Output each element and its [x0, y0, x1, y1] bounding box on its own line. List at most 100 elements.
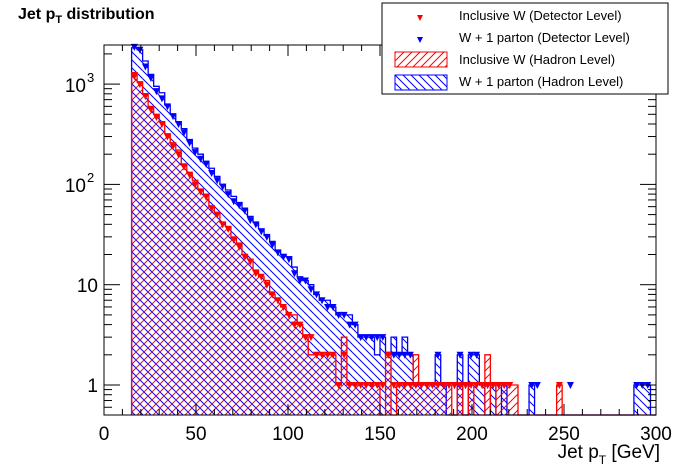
detector-marker-w1parton-13 — [202, 160, 210, 168]
detector-marker-inclusive-9 — [180, 163, 188, 171]
hist-bin-inclusive-8 — [175, 150, 182, 416]
detector-marker-w1parton-21 — [246, 217, 254, 225]
detector-marker-w1parton-55 — [434, 351, 442, 359]
hist-bin-inclusive-59 — [457, 385, 463, 415]
detector-marker-w1parton-8 — [175, 121, 183, 129]
x-tick-label-200: 200 — [456, 424, 488, 445]
hist-bin-inclusive-4 — [153, 114, 160, 416]
detector-marker-w1parton-4 — [152, 88, 160, 96]
detector-marker-inclusive-60 — [462, 382, 470, 389]
detector-marker-w1parton-24 — [263, 233, 271, 241]
x-tick-label-0: 0 — [99, 424, 110, 445]
hist-bin-inclusive-16 — [219, 222, 226, 415]
hist-bin-inclusive-21 — [247, 259, 254, 415]
detector-marker-w1parton-35 — [324, 303, 332, 311]
detector-marker-w1parton-43 — [368, 334, 376, 342]
detector-marker-inclusive-1 — [136, 81, 144, 89]
detector-marker-inclusive-4 — [152, 113, 160, 121]
detector-marker-inclusive-48 — [395, 382, 403, 389]
detector-marker-w1parton-12 — [197, 155, 205, 163]
detector-marker-inclusive-2 — [141, 93, 149, 101]
hist-bin-inclusive-38 — [341, 337, 347, 415]
detector-marker-w1parton-6 — [163, 103, 171, 111]
hist-bin-inclusive-66 — [495, 385, 502, 415]
hist-bin-w1parton-92 — [639, 385, 645, 415]
detector-marker-w1parton-47 — [390, 351, 398, 359]
detector-marker-w1parton-33 — [313, 291, 321, 299]
hist-bin-inclusive-40 — [352, 385, 358, 415]
detector-marker-w1parton-25 — [268, 241, 276, 249]
hist-bin-inclusive-56 — [440, 385, 447, 415]
detector-marker-w1parton-5 — [158, 95, 166, 103]
detector-marker-w1parton-62 — [473, 351, 481, 359]
hist-bin-w1parton-93 — [644, 385, 651, 415]
detector-marker-w1parton-59 — [456, 351, 464, 359]
detector-marker-w1parton-45 — [379, 334, 387, 342]
hist-bin-inclusive-31 — [302, 337, 309, 415]
legend-label-0: Inclusive W (Detector Level) — [459, 8, 622, 23]
detector-marker-inclusive-14 — [208, 205, 216, 213]
detector-marker-inclusive-45 — [379, 382, 387, 389]
detector-marker-inclusive-18 — [230, 236, 238, 244]
hist-bin-inclusive-37 — [335, 385, 342, 415]
hist-bin-inclusive-1 — [137, 81, 143, 415]
detector-marker-w1parton-79 — [566, 382, 574, 389]
detector-marker-inclusive-15 — [213, 211, 221, 219]
detector-marker-w1parton-17 — [224, 191, 232, 199]
detector-marker-w1parton-19 — [235, 202, 243, 210]
x-tick-label-300: 300 — [640, 424, 672, 445]
y-tick-label-1000: 10 — [65, 76, 86, 97]
hist-bin-inclusive-57 — [446, 385, 452, 415]
detector-marker-w1parton-3 — [147, 75, 155, 83]
detector-marker-inclusive-5 — [158, 121, 166, 129]
marker-layer — [130, 43, 652, 389]
histogram-layer — [130, 47, 656, 416]
hist-bin-inclusive-28 — [286, 314, 292, 415]
detector-marker-inclusive-24 — [263, 281, 271, 289]
detector-marker-w1parton-48 — [395, 351, 403, 359]
hist-bin-w1parton-32 — [308, 284, 314, 415]
hist-bin-inclusive-17 — [225, 226, 231, 415]
detector-marker-inclusive-41 — [357, 382, 365, 389]
detector-marker-inclusive-8 — [175, 151, 183, 159]
legend-marker-blue-icon — [417, 37, 423, 43]
hist-bin-inclusive-27 — [280, 306, 287, 415]
x-tick-label-150: 150 — [364, 424, 396, 445]
hist-bin-inclusive-67 — [501, 385, 507, 415]
detector-marker-w1parton-0 — [130, 43, 138, 51]
x-axis-title-suffix: [GeV] — [606, 442, 660, 463]
y-tick-label-10: 10 — [77, 276, 98, 297]
hist-bin-inclusive-68 — [506, 385, 513, 415]
detector-marker-inclusive-53 — [423, 382, 431, 389]
detector-marker-inclusive-58 — [451, 382, 459, 389]
hist-bin-w1parton-41 — [357, 337, 364, 415]
hist-bin-inclusive-13 — [203, 194, 209, 415]
detector-marker-w1parton-61 — [467, 351, 475, 359]
detector-marker-inclusive-31 — [301, 334, 309, 342]
hist-bin-inclusive-53 — [424, 385, 430, 415]
detector-marker-inclusive-52 — [417, 382, 425, 389]
detector-marker-inclusive-23 — [257, 273, 265, 281]
detector-marker-inclusive-22 — [252, 270, 260, 278]
hist-bin-inclusive-35 — [324, 354, 331, 415]
detector-marker-w1parton-72 — [528, 382, 536, 389]
hist-bin-inclusive-54 — [429, 385, 436, 415]
hist-bin-inclusive-11 — [192, 180, 198, 415]
detector-marker-inclusive-67 — [500, 382, 508, 389]
hist-bin-inclusive-22 — [253, 270, 259, 415]
hist-bin-w1parton-65 — [490, 385, 496, 415]
detector-marker-w1parton-11 — [191, 149, 199, 157]
detector-marker-w1parton-91 — [633, 382, 641, 389]
detector-marker-w1parton-32 — [307, 286, 315, 294]
detector-marker-w1parton-39 — [346, 321, 354, 329]
legend-label-1: W + 1 parton (Detector Level) — [459, 30, 630, 45]
chart-title: Jet pT distribution — [18, 6, 155, 26]
x-tick-label-100: 100 — [272, 424, 304, 445]
legend-label-2: Inclusive W (Hadron Level) — [459, 52, 615, 67]
hist-bin-inclusive-30 — [297, 324, 303, 415]
hist-bin-inclusive-3 — [148, 106, 154, 415]
hist-bin-w1parton-43 — [368, 337, 375, 415]
hist-bin-inclusive-10 — [186, 172, 193, 415]
detector-marker-inclusive-65 — [489, 382, 497, 389]
hist-bin-inclusive-15 — [214, 212, 220, 415]
